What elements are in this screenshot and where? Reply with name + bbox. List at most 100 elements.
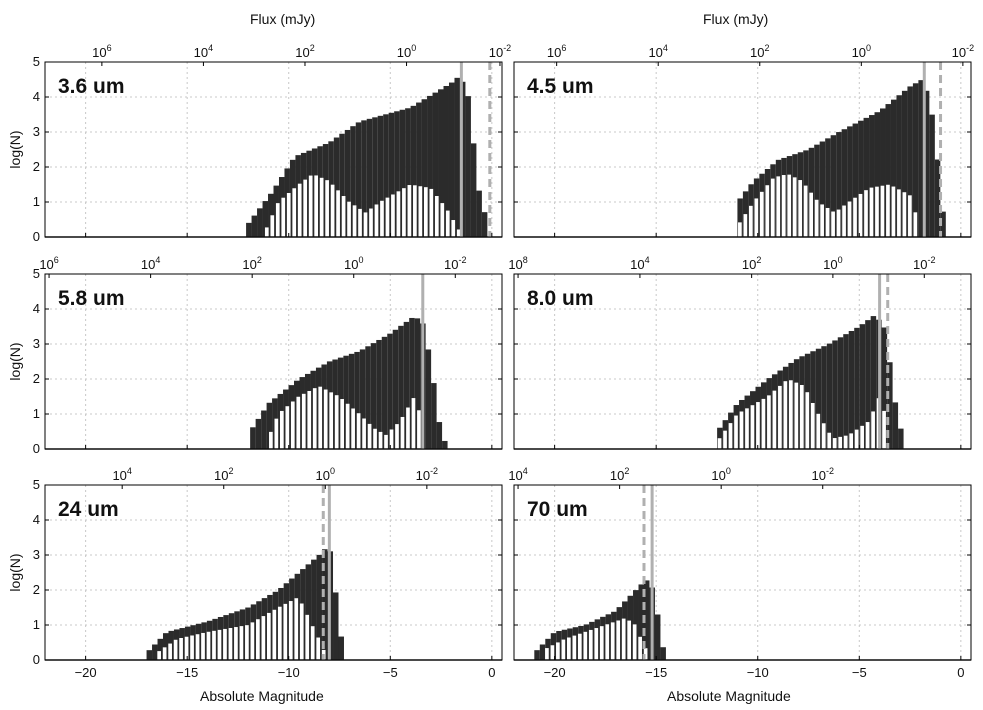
subset-bar [759, 191, 764, 237]
top-tick-label: 108 [508, 255, 527, 272]
plot-frame [44, 484, 503, 661]
subset-bar [402, 188, 406, 237]
total-bar [481, 212, 488, 237]
subset-bar [583, 631, 588, 660]
subset-bar [201, 632, 205, 660]
x-tick-label: −20 [544, 665, 566, 680]
subset-bar [373, 428, 377, 449]
top-tick-label: 100 [852, 43, 871, 60]
subset-bar [860, 425, 864, 449]
y-tick-label: 5 [33, 54, 40, 69]
y-tick-label: 1 [33, 617, 40, 632]
total-bar [869, 115, 875, 237]
total-bar [901, 90, 908, 237]
total-bar [940, 211, 946, 237]
subset-bar [347, 201, 351, 237]
total-bar [333, 592, 339, 660]
x-tick-label: 0 [957, 665, 964, 680]
subset-bar [308, 175, 313, 237]
top-tick-label: 10-2 [416, 466, 438, 483]
subset-bar [294, 598, 299, 660]
subset-bar [875, 186, 879, 237]
y-axis-label: log(N) [7, 342, 23, 380]
subset-bar [270, 215, 275, 237]
top-tick-label: 102 [214, 466, 233, 483]
y-tick-label: 2 [33, 582, 40, 597]
subset-bar [266, 612, 271, 660]
subset-bar [423, 187, 428, 237]
subset-bar [638, 636, 642, 660]
subset-bar [781, 175, 786, 237]
subset-bar [616, 620, 621, 660]
subset-bar [842, 205, 846, 237]
plot-frame [44, 273, 503, 450]
total-bar [431, 383, 437, 449]
subset-bar [316, 637, 321, 660]
subset-bar [577, 633, 582, 660]
subset-bar [396, 191, 401, 237]
subset-bar [831, 211, 835, 237]
subset-bar [869, 187, 874, 237]
x-tick-label: −10 [278, 665, 300, 680]
total-bar [854, 327, 860, 449]
subset-bar [285, 406, 290, 449]
total-bar [885, 104, 891, 237]
subset-bar [902, 192, 907, 237]
total-bar [377, 115, 384, 237]
subset-bar [754, 198, 759, 237]
subset-bar [389, 429, 394, 449]
subset-bar [434, 196, 439, 237]
total-bar [350, 126, 356, 237]
x-axis-label-left: Absolute Magnitude [200, 688, 324, 704]
panel-label: 24 um [58, 498, 119, 521]
total-bar [343, 355, 349, 449]
total-bar [837, 337, 844, 449]
subset-bar [314, 175, 318, 237]
subset-bar [297, 183, 302, 237]
subset-bar [184, 636, 189, 660]
subset-bar [223, 628, 227, 660]
top-axis-label-left: Flux (mJy) [250, 11, 316, 27]
subset-bar [621, 618, 626, 660]
subset-bar [567, 637, 571, 660]
y-axis-label: log(N) [7, 130, 23, 168]
total-bar [832, 340, 838, 449]
subset-bar [794, 382, 799, 449]
top-tick-label: 102 [750, 43, 769, 60]
subset-bar [299, 603, 304, 660]
panel-3-6-um: 0 1 2 3 4 5 106 104 102 100 10-2 3.6 um log(N) [7, 43, 511, 244]
panel-label: 4.5 um [527, 75, 594, 98]
total-bar [865, 320, 871, 449]
subset-bar [882, 410, 886, 449]
subset-bar [588, 629, 593, 660]
subset-bar [336, 190, 340, 237]
total-bar [316, 554, 323, 660]
total-bar [896, 95, 902, 237]
y-tick-label: 0 [33, 652, 40, 667]
total-bar [338, 636, 344, 660]
total-bar [808, 147, 815, 237]
total-bar [311, 559, 317, 660]
subset-bar [356, 413, 361, 449]
subset-bar [765, 185, 770, 237]
plot-frame [513, 273, 972, 450]
total-bar [359, 349, 366, 449]
total-bar [859, 324, 866, 449]
subset-bar [816, 413, 821, 449]
subset-bar [739, 411, 744, 449]
total-bar [821, 346, 827, 449]
total-bar [923, 90, 930, 237]
top-tick-label: 10-2 [952, 43, 974, 60]
total-bar [432, 92, 439, 238]
top-tick-label: 100 [397, 43, 416, 60]
subset-bar [334, 395, 339, 449]
subset-bar [395, 424, 399, 449]
top-tick-label: 102 [242, 255, 261, 272]
total-bar [398, 325, 404, 449]
subset-bar [272, 609, 277, 660]
total-bar [250, 427, 256, 449]
panel-label: 8.0 um [527, 287, 594, 310]
subset-bar [550, 645, 555, 660]
subset-bar [853, 197, 857, 237]
